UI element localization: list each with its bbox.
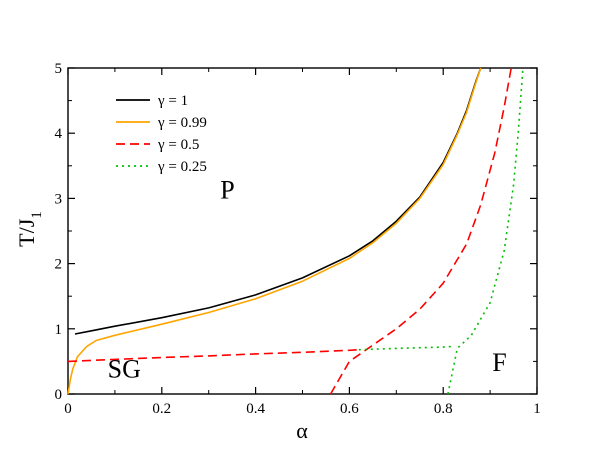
x-axis-label: α (296, 418, 308, 443)
series-line-2 (67, 67, 482, 395)
x-tick-label: 0 (64, 401, 72, 417)
legend-label: γ = 0.5 (157, 137, 199, 153)
legend-label: γ = 0.99 (157, 115, 207, 131)
y-axis-label: T/J1 (14, 211, 45, 247)
series-line-4 (358, 345, 453, 351)
region-label: F (492, 348, 506, 377)
y-tick-label: 0 (55, 387, 63, 403)
plot-frame (67, 67, 538, 395)
x-tick-label: 1 (533, 401, 541, 417)
y-tick-label: 5 (55, 61, 63, 77)
series-line-3 (67, 348, 359, 363)
y-tick-label: 1 (55, 322, 63, 338)
x-tick-label: 0.8 (434, 401, 453, 417)
legend-label: γ = 1 (157, 93, 188, 109)
y-tick-label: 2 (55, 257, 63, 273)
y-tick-label: 4 (55, 126, 63, 142)
axis-ticks: 0 0.2 0.4 0.6 0.8 1 0 1 2 3 4 5 (55, 61, 541, 417)
x-tick-label: 0.6 (340, 401, 359, 417)
region-label: SG (108, 355, 141, 384)
y-tick-label: 3 (55, 191, 63, 207)
region-label: P (220, 175, 234, 204)
x-tick-label: 0.4 (246, 401, 265, 417)
region-labels: P SG F (108, 175, 507, 383)
legend-label: γ = 0.25 (157, 159, 207, 175)
series-line-1 (74, 67, 482, 335)
legend: γ = 1 γ = 0.99 γ = 0.5 γ = 0.25 (116, 93, 207, 175)
series-line-3 (329, 67, 512, 395)
series-line-4 (447, 67, 524, 395)
x-tick-label: 0.2 (152, 401, 171, 417)
curves (67, 67, 524, 395)
